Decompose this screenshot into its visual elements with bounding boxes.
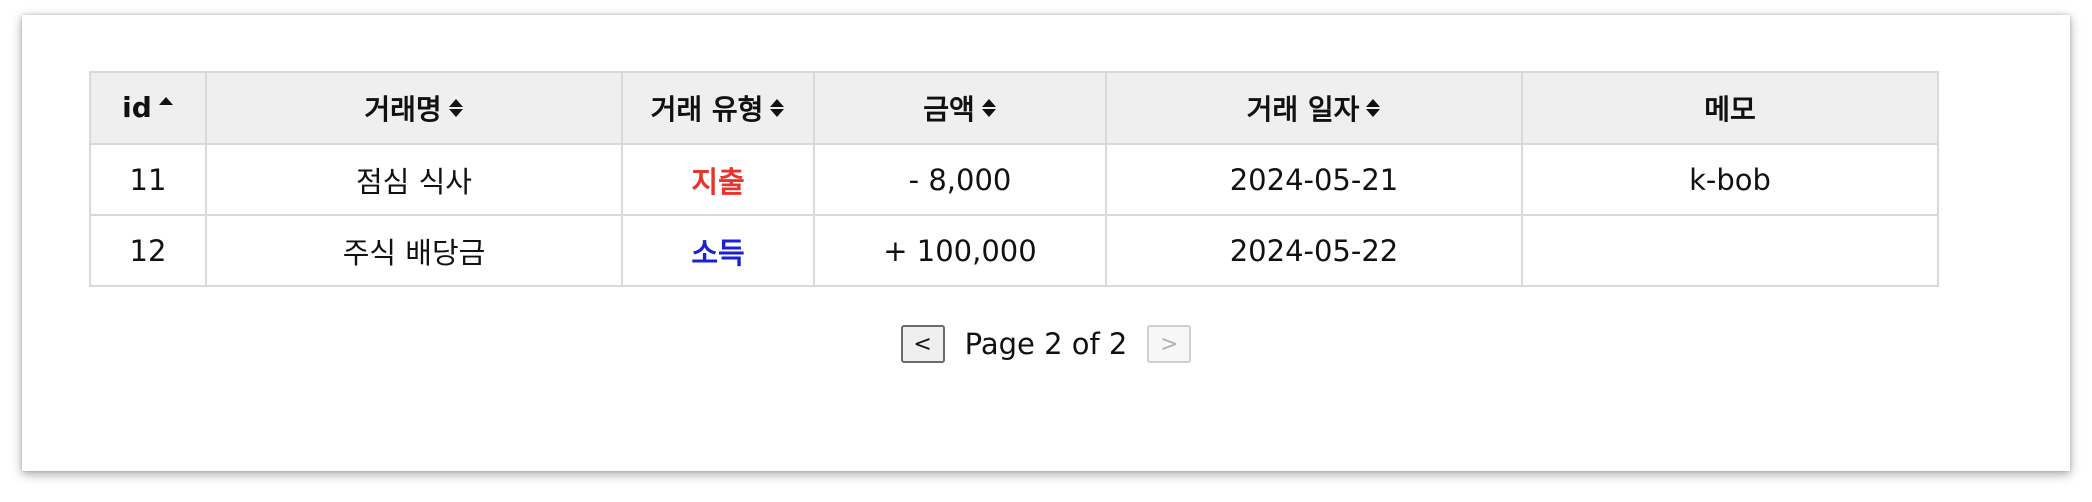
- cell-type: 지출: [621, 143, 815, 216]
- cell-amount: - 8,000: [813, 143, 1107, 216]
- column-header-label: id: [122, 90, 152, 124]
- sort-both-icon: [1365, 93, 1381, 126]
- cell-memo: k-bob: [1521, 143, 1939, 216]
- table-row[interactable]: 12 주식 배당금 소득 + 100,000 2024-05-22: [89, 214, 1939, 287]
- cell-name: 점심 식사: [205, 143, 623, 216]
- table-row[interactable]: 11 점심 식사 지출 - 8,000 2024-05-21 k-bob: [89, 143, 1939, 216]
- table-header-row: id 거래명 거래 유형 금액 거래 일자 메모: [89, 71, 1939, 145]
- previous-page-button[interactable]: <: [900, 325, 945, 363]
- cell-amount: + 100,000: [813, 214, 1107, 287]
- column-header-amount[interactable]: 금액: [813, 71, 1107, 145]
- column-header-memo: 메모: [1521, 71, 1939, 145]
- transactions-table: id 거래명 거래 유형 금액 거래 일자 메모: [89, 71, 1939, 287]
- column-header-type[interactable]: 거래 유형: [621, 71, 815, 145]
- column-header-label: 거래 일자: [1246, 93, 1360, 126]
- column-header-label: 메모: [1704, 93, 1756, 126]
- sort-both-icon: [981, 93, 997, 126]
- pagination: < Page 2 of 2 >: [22, 325, 2070, 363]
- column-header-name[interactable]: 거래명: [205, 71, 623, 145]
- cell-date: 2024-05-22: [1105, 214, 1523, 287]
- column-header-id[interactable]: id: [89, 71, 207, 145]
- cell-id: 12: [89, 214, 207, 287]
- sort-ascending-icon: [158, 90, 174, 123]
- cell-date: 2024-05-21: [1105, 143, 1523, 216]
- app-window: id 거래명 거래 유형 금액 거래 일자 메모: [22, 15, 2070, 471]
- column-header-label: 금액: [923, 93, 975, 126]
- cell-type: 소득: [621, 214, 815, 287]
- next-page-button[interactable]: >: [1147, 325, 1192, 363]
- column-header-label: 거래명: [364, 93, 442, 126]
- cell-name: 주식 배당금: [205, 214, 623, 287]
- column-header-date[interactable]: 거래 일자: [1105, 71, 1523, 145]
- column-header-label: 거래 유형: [650, 93, 764, 126]
- cell-id: 11: [89, 143, 207, 216]
- cell-memo: [1521, 214, 1939, 287]
- sort-both-icon: [769, 93, 785, 126]
- sort-both-icon: [448, 93, 464, 126]
- page-indicator: Page 2 of 2: [964, 327, 1128, 361]
